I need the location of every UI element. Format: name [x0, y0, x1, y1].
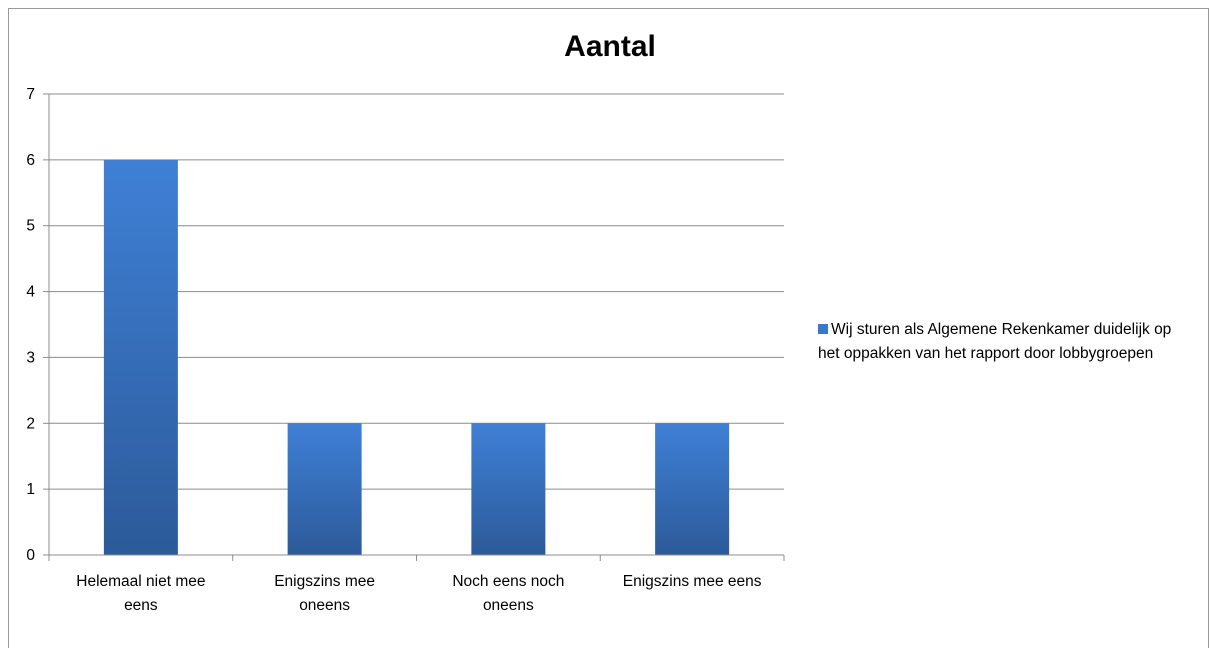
x-tick-label: Enigszins mee oneens: [274, 573, 375, 614]
y-tick-label: 1: [26, 481, 35, 498]
x-tick-label: Helemaal niet mee eens: [76, 573, 205, 614]
bar: [103, 159, 178, 555]
bar: [655, 423, 730, 555]
y-tick-label: 0: [26, 547, 35, 564]
chart-title: Aantal: [564, 30, 656, 63]
y-tick-label: 6: [26, 152, 35, 169]
y-tick-label: 7: [26, 86, 35, 103]
legend: Wij sturen als Algemene Rekenkamer duide…: [818, 318, 1188, 366]
x-tick-label: Enigszins mee eens: [623, 573, 762, 590]
chart-plot: 0 1 2 3 4 5 6 7 Helemaal niet mee eens Enigszins m…: [26, 86, 785, 614]
chart-frame: [8, 8, 1209, 648]
x-tick-label: Noch eens noch oneens: [452, 573, 564, 614]
bar: [287, 423, 362, 555]
y-tick-label: 3: [26, 349, 35, 366]
bar: [471, 423, 546, 555]
y-tick-label: 2: [26, 415, 35, 432]
legend-swatch: [818, 324, 828, 334]
legend-label: Wij sturen als Algemene Rekenkamer duide…: [818, 321, 1172, 362]
y-tick-label: 5: [26, 218, 35, 235]
y-tick-label: 4: [26, 284, 35, 301]
